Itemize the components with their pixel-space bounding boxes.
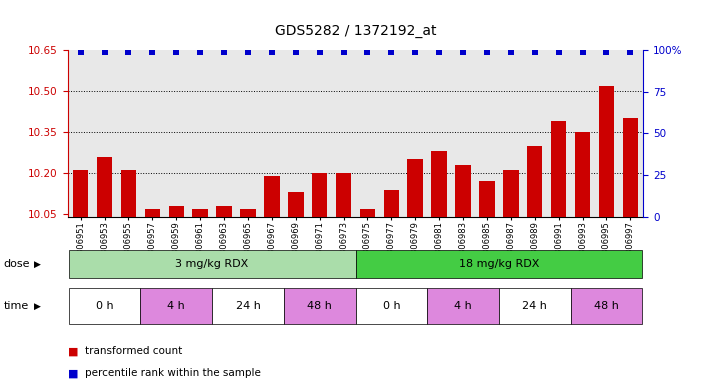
Bar: [599, 86, 614, 217]
Text: 0 h: 0 h: [96, 301, 113, 311]
Text: 24 h: 24 h: [523, 301, 547, 311]
Point: [242, 48, 254, 55]
Text: 4 h: 4 h: [454, 301, 472, 311]
Bar: [288, 192, 304, 217]
Point: [75, 48, 86, 55]
Point: [171, 48, 182, 55]
Point: [290, 48, 301, 55]
Point: [505, 48, 516, 55]
Bar: [527, 146, 542, 217]
Bar: [503, 170, 518, 217]
Bar: [360, 209, 375, 217]
Bar: [73, 170, 88, 217]
Point: [577, 48, 588, 55]
Bar: [383, 190, 399, 217]
Bar: [264, 176, 279, 217]
Bar: [144, 209, 160, 217]
Text: ■: ■: [68, 368, 78, 378]
Point: [218, 48, 230, 55]
Bar: [121, 170, 137, 217]
Point: [314, 48, 326, 55]
Bar: [312, 173, 328, 217]
Text: time: time: [4, 301, 29, 311]
Bar: [407, 159, 423, 217]
Bar: [216, 206, 232, 217]
Bar: [193, 209, 208, 217]
Bar: [479, 181, 495, 217]
Text: ■: ■: [68, 346, 78, 356]
Point: [146, 48, 158, 55]
Text: 48 h: 48 h: [307, 301, 332, 311]
Bar: [551, 121, 567, 217]
Point: [99, 48, 110, 55]
Point: [625, 48, 636, 55]
Bar: [574, 132, 590, 217]
Point: [123, 48, 134, 55]
Text: transformed count: transformed count: [85, 346, 183, 356]
Bar: [336, 173, 351, 217]
Text: 24 h: 24 h: [235, 301, 260, 311]
Bar: [97, 157, 112, 217]
Text: 0 h: 0 h: [383, 301, 400, 311]
Point: [338, 48, 349, 55]
Point: [481, 48, 493, 55]
Text: dose: dose: [4, 259, 30, 269]
Bar: [240, 209, 256, 217]
Point: [410, 48, 421, 55]
Text: percentile rank within the sample: percentile rank within the sample: [85, 368, 261, 378]
Bar: [169, 206, 184, 217]
Point: [601, 48, 612, 55]
Bar: [432, 151, 447, 217]
Point: [266, 48, 277, 55]
Point: [434, 48, 445, 55]
Point: [195, 48, 206, 55]
Text: GDS5282 / 1372192_at: GDS5282 / 1372192_at: [274, 25, 437, 38]
Bar: [623, 118, 638, 217]
Bar: [455, 165, 471, 217]
Text: 3 mg/kg RDX: 3 mg/kg RDX: [176, 259, 249, 269]
Text: 18 mg/kg RDX: 18 mg/kg RDX: [459, 259, 539, 269]
Point: [529, 48, 540, 55]
Text: ▶: ▶: [34, 302, 41, 311]
Point: [362, 48, 373, 55]
Point: [385, 48, 397, 55]
Text: 48 h: 48 h: [594, 301, 619, 311]
Point: [553, 48, 565, 55]
Text: 4 h: 4 h: [167, 301, 185, 311]
Text: ▶: ▶: [34, 260, 41, 268]
Point: [457, 48, 469, 55]
